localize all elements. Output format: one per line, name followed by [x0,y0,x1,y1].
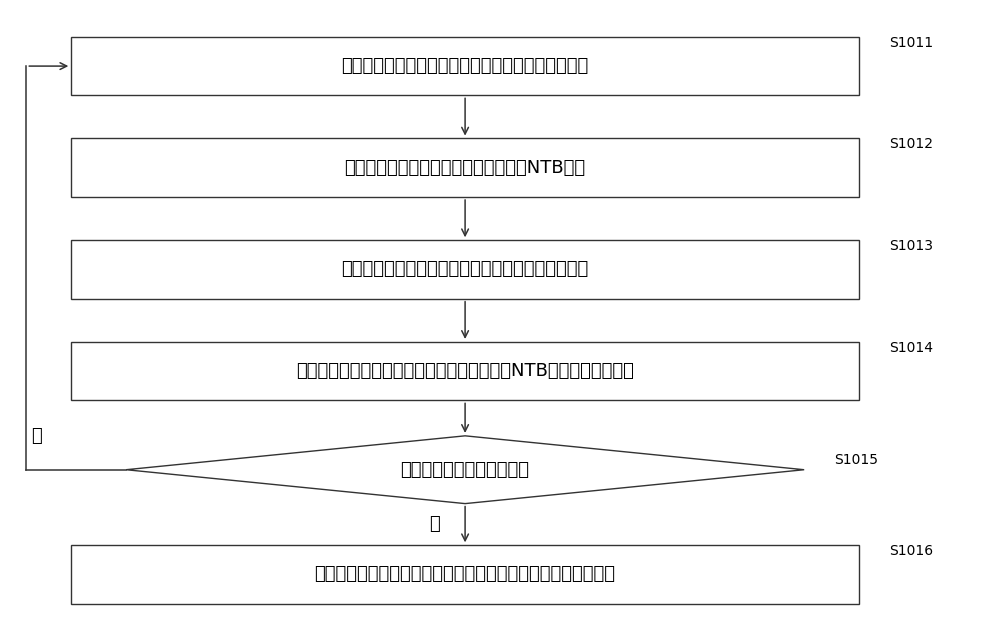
Text: 将待识别站点针对该中央协调器获取的所有评分数值组成评分组: 将待识别站点针对该中央协调器获取的所有评分数值组成评分组 [315,566,616,584]
Text: 中央协调器向待识别站点发送台区特征采集启动报文: 中央协调器向待识别站点发送台区特征采集启动报文 [341,57,589,75]
Text: S1011: S1011 [889,35,933,50]
Text: S1013: S1013 [889,239,933,253]
Text: 否: 否 [429,516,440,534]
Text: S1016: S1016 [889,544,933,558]
FancyBboxPatch shape [71,139,859,197]
FancyBboxPatch shape [71,37,859,95]
Text: 判断计数是否小于预设次数: 判断计数是否小于预设次数 [401,461,530,478]
Text: 是: 是 [31,427,42,445]
FancyBboxPatch shape [71,545,859,604]
Text: 待识别站点基于台区特征信息告知报文和站点NTB序列获取评分数值: 待识别站点基于台区特征信息告知报文和站点NTB序列获取评分数值 [296,362,634,380]
Text: 中央协调器向待识别站点发送台区特征信息告知报文: 中央协调器向待识别站点发送台区特征信息告知报文 [341,261,589,279]
Polygon shape [126,436,804,504]
Text: S1012: S1012 [889,137,933,151]
FancyBboxPatch shape [71,342,859,400]
FancyBboxPatch shape [71,240,859,299]
Text: S1015: S1015 [834,452,878,467]
Text: 待识别站点进行台区特征采集获取站点NTB序列: 待识别站点进行台区特征采集获取站点NTB序列 [345,158,586,177]
Text: S1014: S1014 [889,340,933,355]
